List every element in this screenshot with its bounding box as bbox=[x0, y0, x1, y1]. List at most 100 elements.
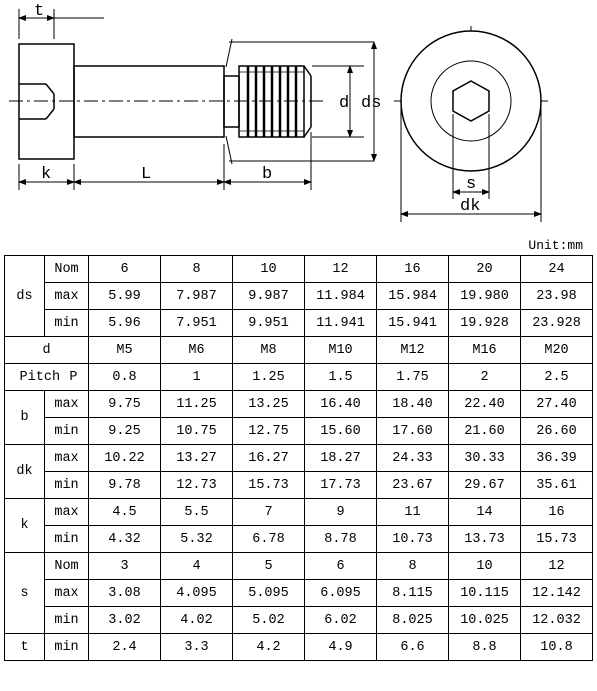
data-cell: 12.032 bbox=[521, 607, 593, 634]
data-cell: 5.32 bbox=[161, 526, 233, 553]
param-label: dk bbox=[5, 445, 45, 499]
data-cell: 11 bbox=[377, 499, 449, 526]
data-cell: 26.60 bbox=[521, 418, 593, 445]
dim-ds: ds bbox=[361, 94, 381, 113]
dim-b: b bbox=[262, 165, 272, 184]
data-cell: 17.73 bbox=[305, 472, 377, 499]
table-row: dM5M6M8M10M12M16M20 bbox=[5, 337, 593, 364]
data-cell: 8 bbox=[161, 256, 233, 283]
table-row: bmax9.7511.2513.2516.4018.4022.4027.40 bbox=[5, 391, 593, 418]
data-cell: M16 bbox=[449, 337, 521, 364]
data-cell: 7.951 bbox=[161, 310, 233, 337]
table-row: min5.967.9519.95111.94115.94119.92823.92… bbox=[5, 310, 593, 337]
data-cell: 8.8 bbox=[449, 634, 521, 661]
data-cell: 19.928 bbox=[449, 310, 521, 337]
data-cell: 10.75 bbox=[161, 418, 233, 445]
dim-L: L bbox=[141, 165, 151, 184]
data-cell: 8.115 bbox=[377, 580, 449, 607]
data-cell: 7 bbox=[233, 499, 305, 526]
data-cell: 10.73 bbox=[377, 526, 449, 553]
sub-label: min bbox=[45, 634, 89, 661]
data-cell: 4.32 bbox=[89, 526, 161, 553]
data-cell: 12.75 bbox=[233, 418, 305, 445]
data-cell: M10 bbox=[305, 337, 377, 364]
data-cell: 16.40 bbox=[305, 391, 377, 418]
data-cell: M6 bbox=[161, 337, 233, 364]
data-cell: 6 bbox=[305, 553, 377, 580]
data-cell: M8 bbox=[233, 337, 305, 364]
table-row: dsNom681012162024 bbox=[5, 256, 593, 283]
table-row: min4.325.326.788.7810.7313.7315.73 bbox=[5, 526, 593, 553]
data-cell: 3.02 bbox=[89, 607, 161, 634]
table-row: PitchP0.811.251.51.7522.5 bbox=[5, 364, 593, 391]
data-cell: 5.5 bbox=[161, 499, 233, 526]
data-cell: 10.115 bbox=[449, 580, 521, 607]
data-cell: 29.67 bbox=[449, 472, 521, 499]
data-cell: 6.78 bbox=[233, 526, 305, 553]
data-cell: 36.39 bbox=[521, 445, 593, 472]
param-label: t bbox=[5, 634, 45, 661]
data-cell: 35.61 bbox=[521, 472, 593, 499]
data-cell: 5.02 bbox=[233, 607, 305, 634]
dim-s: s bbox=[466, 175, 476, 194]
data-cell: 16 bbox=[377, 256, 449, 283]
data-cell: M5 bbox=[89, 337, 161, 364]
data-cell: 12 bbox=[305, 256, 377, 283]
param-label: s bbox=[5, 553, 45, 634]
data-cell: 12.73 bbox=[161, 472, 233, 499]
data-cell: 1 bbox=[161, 364, 233, 391]
table-row: kmax4.55.579111416 bbox=[5, 499, 593, 526]
data-cell: 12 bbox=[521, 553, 593, 580]
param-label: ds bbox=[5, 256, 45, 337]
param-label: k bbox=[5, 499, 45, 553]
data-cell: 6.6 bbox=[377, 634, 449, 661]
data-cell: 8.025 bbox=[377, 607, 449, 634]
data-cell: 4.9 bbox=[305, 634, 377, 661]
data-cell: 10 bbox=[449, 553, 521, 580]
data-cell: 23.98 bbox=[521, 283, 593, 310]
data-cell: M20 bbox=[521, 337, 593, 364]
data-cell: 9 bbox=[305, 499, 377, 526]
data-cell: 22.40 bbox=[449, 391, 521, 418]
data-cell: 13.73 bbox=[449, 526, 521, 553]
data-cell: 9.75 bbox=[89, 391, 161, 418]
param-label: PitchP bbox=[5, 364, 89, 391]
data-cell: 15.984 bbox=[377, 283, 449, 310]
data-cell: 11.984 bbox=[305, 283, 377, 310]
data-cell: 4 bbox=[161, 553, 233, 580]
data-cell: 3.08 bbox=[89, 580, 161, 607]
data-cell: 1.25 bbox=[233, 364, 305, 391]
data-cell: 5.96 bbox=[89, 310, 161, 337]
data-cell: 24.33 bbox=[377, 445, 449, 472]
data-cell: 24 bbox=[521, 256, 593, 283]
data-cell: 15.941 bbox=[377, 310, 449, 337]
data-cell: 12.142 bbox=[521, 580, 593, 607]
data-cell: 9.987 bbox=[233, 283, 305, 310]
data-cell: 19.980 bbox=[449, 283, 521, 310]
data-cell: 23.67 bbox=[377, 472, 449, 499]
data-cell: 10.8 bbox=[521, 634, 593, 661]
data-cell: 27.40 bbox=[521, 391, 593, 418]
sub-label: min bbox=[45, 310, 89, 337]
param-label: b bbox=[5, 391, 45, 445]
data-cell: 14 bbox=[449, 499, 521, 526]
data-cell: 30.33 bbox=[449, 445, 521, 472]
data-cell: 5.095 bbox=[233, 580, 305, 607]
data-cell: 3 bbox=[89, 553, 161, 580]
sub-label: min bbox=[45, 472, 89, 499]
sub-label: max bbox=[45, 499, 89, 526]
unit-label: Unit:mm bbox=[4, 238, 593, 253]
data-cell: 4.5 bbox=[89, 499, 161, 526]
data-cell: 9.951 bbox=[233, 310, 305, 337]
sub-label: max bbox=[45, 580, 89, 607]
data-cell: 8.78 bbox=[305, 526, 377, 553]
data-cell: 16.27 bbox=[233, 445, 305, 472]
data-cell: 5.99 bbox=[89, 283, 161, 310]
data-cell: 20 bbox=[449, 256, 521, 283]
data-cell: 15.73 bbox=[521, 526, 593, 553]
sub-label: min bbox=[45, 418, 89, 445]
data-cell: 10.025 bbox=[449, 607, 521, 634]
sub-label: min bbox=[45, 607, 89, 634]
param-label: d bbox=[5, 337, 89, 364]
specification-table: dsNom681012162024max5.997.9879.98711.984… bbox=[4, 255, 593, 661]
